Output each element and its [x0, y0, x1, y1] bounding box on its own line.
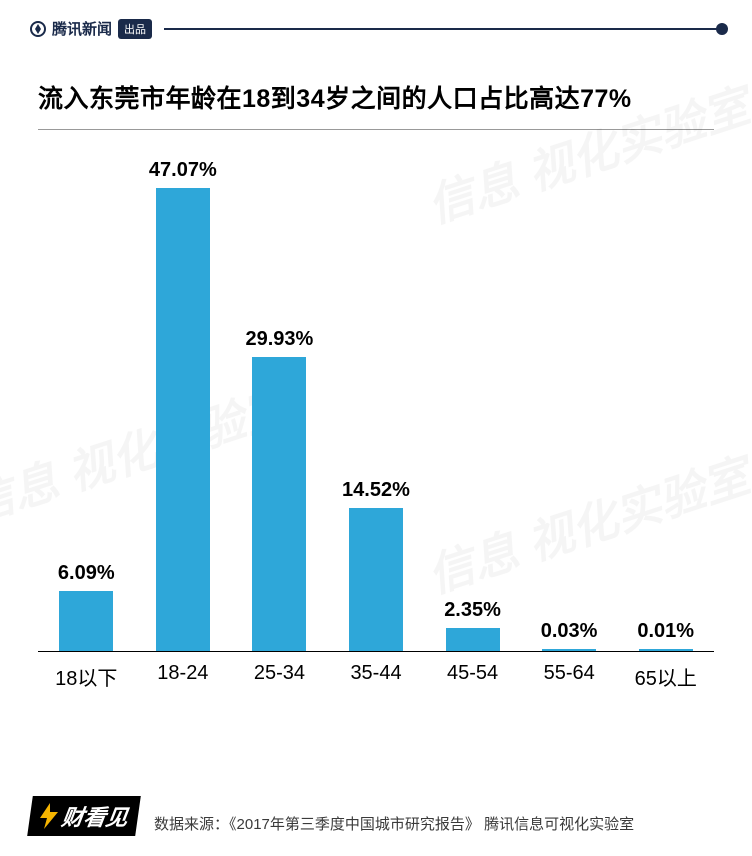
header-divider: [164, 28, 722, 30]
bar: [349, 508, 403, 651]
bar-value-label: 6.09%: [58, 562, 115, 585]
plot-area: 6.09%47.07%29.93%14.52%2.35%0.03%0.01%: [38, 160, 714, 652]
bar: [446, 628, 500, 651]
source-label: 数据来源：: [154, 816, 229, 833]
source-value: 《2017年第三季度中国城市研究报告》 腾讯信息可视化实验室: [229, 816, 634, 833]
x-axis-labels: 18以下18-2425-3435-4445-5455-6465以上: [38, 656, 714, 690]
bar-value-label: 29.93%: [245, 328, 313, 351]
bar-group: 14.52%: [328, 508, 425, 651]
bar-group: 0.03%: [521, 649, 618, 651]
lightning-icon: [38, 803, 60, 829]
footer: 财看见 数据来源：《2017年第三季度中国城市研究报告》 腾讯信息可视化实验室: [30, 796, 722, 836]
brand-icon: [30, 21, 46, 37]
bar-group: 6.09%: [38, 591, 135, 651]
x-axis-label: 18以下: [38, 656, 135, 690]
bar-group: 0.01%: [617, 649, 714, 651]
bar: [542, 649, 596, 651]
footer-logo-text: 财看见: [60, 800, 131, 832]
bar-value-label: 14.52%: [342, 479, 410, 502]
bar: [156, 188, 210, 651]
bar-group: 2.35%: [424, 628, 521, 651]
bar-group: 47.07%: [135, 188, 232, 651]
x-axis-label: 55-64: [521, 656, 618, 690]
brand-label: 腾讯新闻: [52, 18, 112, 39]
x-axis-label: 45-54: [424, 656, 521, 690]
x-axis-label: 18-24: [135, 656, 232, 690]
header-bar: 腾讯新闻 出品: [0, 0, 752, 39]
x-axis-label: 25-34: [231, 656, 328, 690]
footer-logo: 财看见: [27, 796, 141, 836]
bar-value-label: 0.01%: [637, 620, 694, 643]
bar-value-label: 0.03%: [541, 620, 598, 643]
brand: 腾讯新闻 出品: [30, 18, 152, 39]
title-underline: [38, 129, 714, 130]
bar-value-label: 47.07%: [149, 159, 217, 182]
bar-chart: 6.09%47.07%29.93%14.52%2.35%0.03%0.01% 1…: [38, 160, 714, 690]
footer-source: 数据来源：《2017年第三季度中国城市研究报告》 腾讯信息可视化实验室: [154, 813, 634, 836]
x-axis-label: 35-44: [328, 656, 425, 690]
bar: [59, 591, 113, 651]
bar-group: 29.93%: [231, 357, 328, 652]
brand-badge: 出品: [118, 19, 152, 39]
bar-value-label: 2.35%: [444, 599, 501, 622]
chart-title: 流入东莞市年龄在18到34岁之间的人口占比高达77%: [0, 39, 752, 129]
bar: [639, 649, 693, 651]
header-dot: [716, 23, 728, 35]
x-axis-label: 65以上: [617, 656, 714, 690]
bar: [252, 357, 306, 652]
